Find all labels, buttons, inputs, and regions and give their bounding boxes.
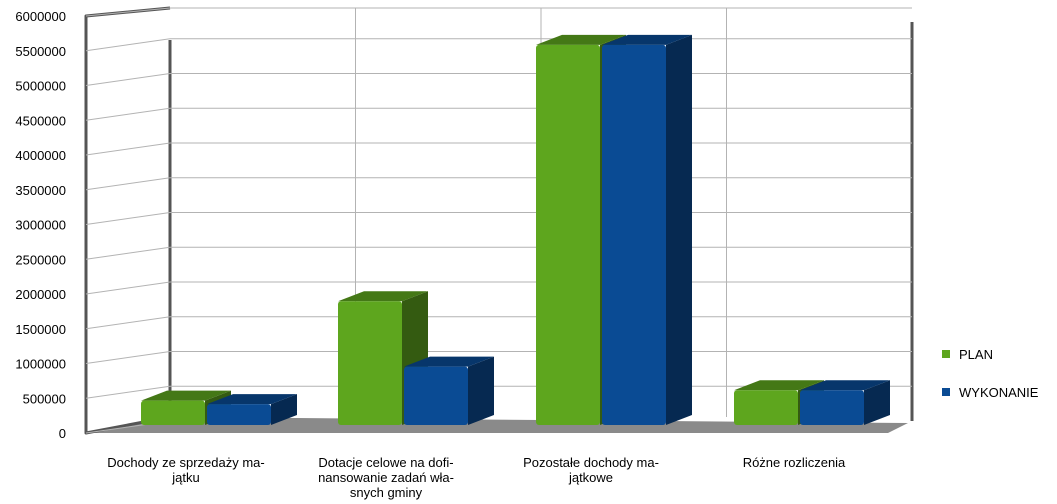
y-tick-label: 1500000 [15, 322, 66, 337]
y-tick-label: 2000000 [15, 287, 66, 302]
bar-front [338, 301, 402, 425]
legend-label: WYKONANIE [959, 385, 1039, 400]
y-tick-label: 3500000 [15, 183, 66, 198]
bar-side [271, 394, 297, 425]
legend: PLAN WYKONANIE [942, 347, 1039, 400]
side-wall-gridline [85, 212, 171, 225]
bar-side [468, 356, 494, 425]
legend-label: PLAN [959, 347, 993, 362]
bar-top [207, 394, 297, 405]
bar-top [141, 390, 231, 401]
bar-top [800, 380, 890, 391]
bar-front [536, 44, 600, 426]
bar-side [666, 34, 692, 426]
side-wall-gridline [85, 73, 171, 86]
bar-front [404, 366, 468, 425]
chart-floor [86, 417, 908, 433]
side-wall-gridline [85, 107, 171, 121]
bar-top [734, 380, 824, 391]
category-label-line: nansowanie zadań wła- [318, 470, 454, 485]
side-wall-gridline [85, 316, 171, 330]
bar-top [404, 356, 494, 367]
category-label-line: Dotacje celowe na dofi- [318, 455, 453, 470]
category-label-line: Pozostałe dochody ma- [523, 455, 659, 470]
bar-wykonanie-3 [800, 380, 890, 425]
category-label-line: Dochody ze sprzedaży ma- [107, 455, 265, 470]
bar-wykonanie-0 [207, 394, 297, 425]
side-wall-gridline [85, 246, 171, 260]
y-tick-label: 5000000 [15, 79, 66, 94]
side-wall-frame [84, 6, 171, 435]
side-wall-gridline [85, 385, 171, 399]
side-wall-gridline [85, 38, 171, 52]
side-wall-gridline [85, 7, 171, 17]
chart-bars [141, 34, 890, 426]
side-wall-gridline [85, 142, 171, 156]
legend-swatch [942, 388, 950, 396]
category-label: Pozostałe dochody ma-jątkowe [523, 455, 659, 485]
bar-wykonanie-2 [602, 34, 692, 426]
category-label-line: jątkowe [568, 470, 613, 485]
category-label: Dotacje celowe na dofi-nansowanie zadań … [318, 455, 454, 500]
y-tick-label: 1000000 [15, 357, 66, 372]
bar-front [207, 404, 271, 425]
bar-front [800, 390, 864, 425]
bar-side [864, 380, 890, 425]
y-axis-ticks: 0 500000 1000000 1500000 2000000 2500000 30000… [15, 9, 66, 441]
y-tick-label: 2500000 [15, 252, 66, 267]
chart-walls [84, 6, 914, 435]
y-tick-label: 3000000 [15, 218, 66, 233]
side-wall-gridline [85, 351, 171, 364]
y-tick-label: 6000000 [15, 9, 66, 24]
category-label-line: jątku [171, 470, 199, 485]
category-label: Dochody ze sprzedaży ma-jątku [107, 455, 265, 485]
y-tick-label: 5500000 [15, 44, 66, 59]
y-tick-label: 0 [59, 426, 66, 441]
y-tick-label: 4000000 [15, 148, 66, 163]
bar-top [602, 34, 692, 45]
category-labels: Dochody ze sprzedaży ma-jątku Dotacje cel… [107, 455, 846, 500]
bar-front [734, 390, 798, 425]
y-tick-label: 4500000 [15, 113, 66, 128]
category-label-line: snych gminy [350, 485, 423, 500]
chart-grid [85, 7, 912, 434]
bar-top [536, 34, 626, 45]
bar-top [338, 291, 428, 302]
bar-wykonanie-1 [404, 356, 494, 425]
bar-front [141, 400, 205, 425]
legend-swatch [942, 350, 950, 358]
category-label: Różne rozliczenia [743, 455, 846, 470]
category-label-line: Różne rozliczenia [743, 455, 846, 470]
y-tick-label: 500000 [23, 391, 66, 406]
bar-front [602, 44, 666, 426]
side-wall-gridline [85, 177, 171, 191]
side-wall-gridline [85, 281, 171, 295]
